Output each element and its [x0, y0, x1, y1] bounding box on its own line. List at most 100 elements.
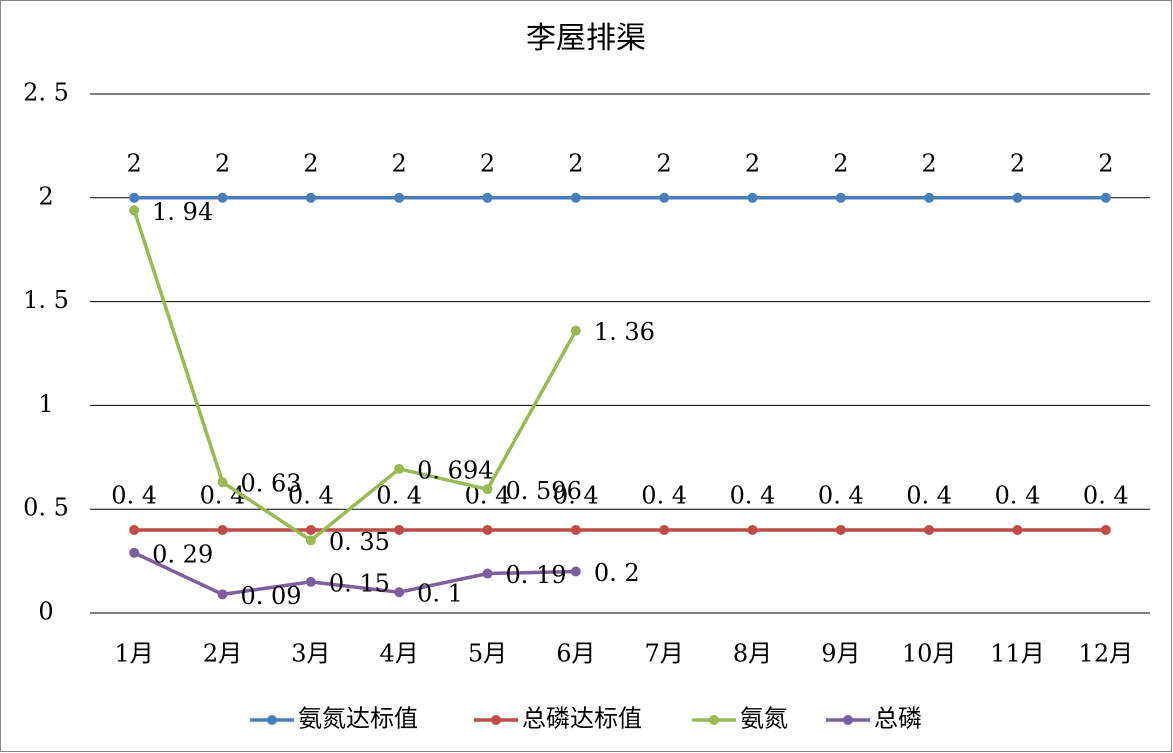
legend-marker	[491, 715, 501, 725]
data-label: 1. 94	[152, 198, 213, 226]
data-label: 0. 15	[329, 569, 390, 597]
legend-label: 氨氮达标值	[298, 705, 418, 733]
data-point	[924, 524, 935, 535]
y-tick-label: 1	[38, 390, 53, 418]
data-point	[217, 477, 228, 488]
data-point	[129, 547, 140, 558]
data-label: 0. 1	[417, 580, 463, 608]
data-label: 0. 4	[553, 481, 599, 509]
data-point	[482, 568, 493, 579]
data-label: 2	[568, 149, 583, 177]
x-tick-label: 1月	[115, 640, 154, 668]
data-label: 0. 35	[329, 528, 390, 556]
legend-label: 总磷达标值	[522, 705, 642, 733]
data-label: 0. 4	[1083, 481, 1129, 509]
data-point	[305, 192, 316, 203]
data-label: 0. 2	[594, 559, 640, 587]
data-label: 2	[1010, 149, 1025, 177]
data-point	[570, 192, 581, 203]
y-tick-label: 0	[38, 598, 53, 626]
data-label: 0. 29	[152, 540, 213, 568]
data-point	[394, 524, 405, 535]
data-label: 0. 4	[995, 481, 1041, 509]
data-label: 2	[833, 149, 848, 177]
data-point	[835, 524, 846, 535]
x-tick-label: 6月	[556, 640, 595, 668]
data-point	[1100, 192, 1111, 203]
data-point	[1012, 192, 1023, 203]
x-tick-label: 7月	[645, 640, 684, 668]
data-label: 2	[215, 149, 230, 177]
data-point	[482, 524, 493, 535]
data-point	[129, 192, 140, 203]
data-point	[747, 524, 758, 535]
data-label: 0. 4	[906, 481, 952, 509]
data-point	[482, 192, 493, 203]
chart-title: 李屋排渠	[526, 21, 646, 56]
x-tick-label: 8月	[733, 640, 772, 668]
legend-marker	[267, 715, 277, 725]
data-point	[570, 325, 581, 336]
x-tick-label: 9月	[821, 640, 860, 668]
x-tick-label: 3月	[291, 640, 330, 668]
y-tick-label: 2. 5	[23, 79, 69, 107]
data-point	[217, 192, 228, 203]
data-label: 0. 596	[506, 477, 582, 505]
data-label: 0. 4	[288, 481, 334, 509]
data-point	[129, 205, 140, 216]
legend-label: 总磷	[874, 705, 922, 733]
data-point	[1012, 524, 1023, 535]
data-label: 2	[480, 149, 495, 177]
data-label: 2	[745, 149, 760, 177]
data-label: 2	[127, 149, 142, 177]
legend-marker	[843, 715, 853, 725]
data-point	[305, 576, 316, 587]
data-point	[659, 192, 670, 203]
data-label: 0. 4	[111, 481, 157, 509]
data-label: 0. 63	[241, 470, 302, 498]
series-line	[132, 209, 578, 543]
y-tick-label: 2	[38, 182, 53, 210]
data-label: 1. 36	[594, 318, 655, 346]
data-point	[570, 524, 581, 535]
data-point	[217, 589, 228, 600]
legend-label: 氨氮	[740, 705, 788, 733]
data-point	[659, 524, 670, 535]
data-point	[570, 566, 581, 577]
data-label: 2	[922, 149, 937, 177]
data-point	[482, 484, 493, 495]
x-tick-label: 4月	[380, 640, 419, 668]
x-tick-label: 5月	[468, 640, 507, 668]
data-point	[394, 463, 405, 474]
data-point	[305, 535, 316, 546]
data-label: 2	[303, 149, 318, 177]
data-point	[924, 192, 935, 203]
data-label: 2	[657, 149, 672, 177]
data-point	[1100, 524, 1111, 535]
data-point	[747, 192, 758, 203]
y-tick-label: 0. 5	[23, 494, 69, 522]
data-label: 0. 4	[818, 481, 864, 509]
data-label: 0. 09	[241, 582, 302, 610]
data-point	[129, 524, 140, 535]
data-point	[217, 524, 228, 535]
data-label: 0. 19	[506, 561, 567, 589]
data-label: 0. 694	[417, 456, 493, 484]
data-point	[305, 524, 316, 535]
data-label: 0. 4	[730, 481, 776, 509]
x-tick-label: 12月	[1079, 640, 1134, 668]
data-point	[835, 192, 846, 203]
legend-marker	[709, 715, 719, 725]
x-tick-label: 11月	[990, 640, 1045, 668]
x-tick-label: 2月	[203, 640, 242, 668]
data-point	[394, 192, 405, 203]
data-point	[394, 587, 405, 598]
data-label: 2	[392, 149, 407, 177]
y-tick-label: 1. 5	[23, 286, 69, 314]
data-label: 0. 4	[376, 481, 422, 509]
data-label: 2	[1098, 149, 1113, 177]
x-tick-label: 10月	[902, 640, 957, 668]
data-label: 0. 4	[641, 481, 687, 509]
